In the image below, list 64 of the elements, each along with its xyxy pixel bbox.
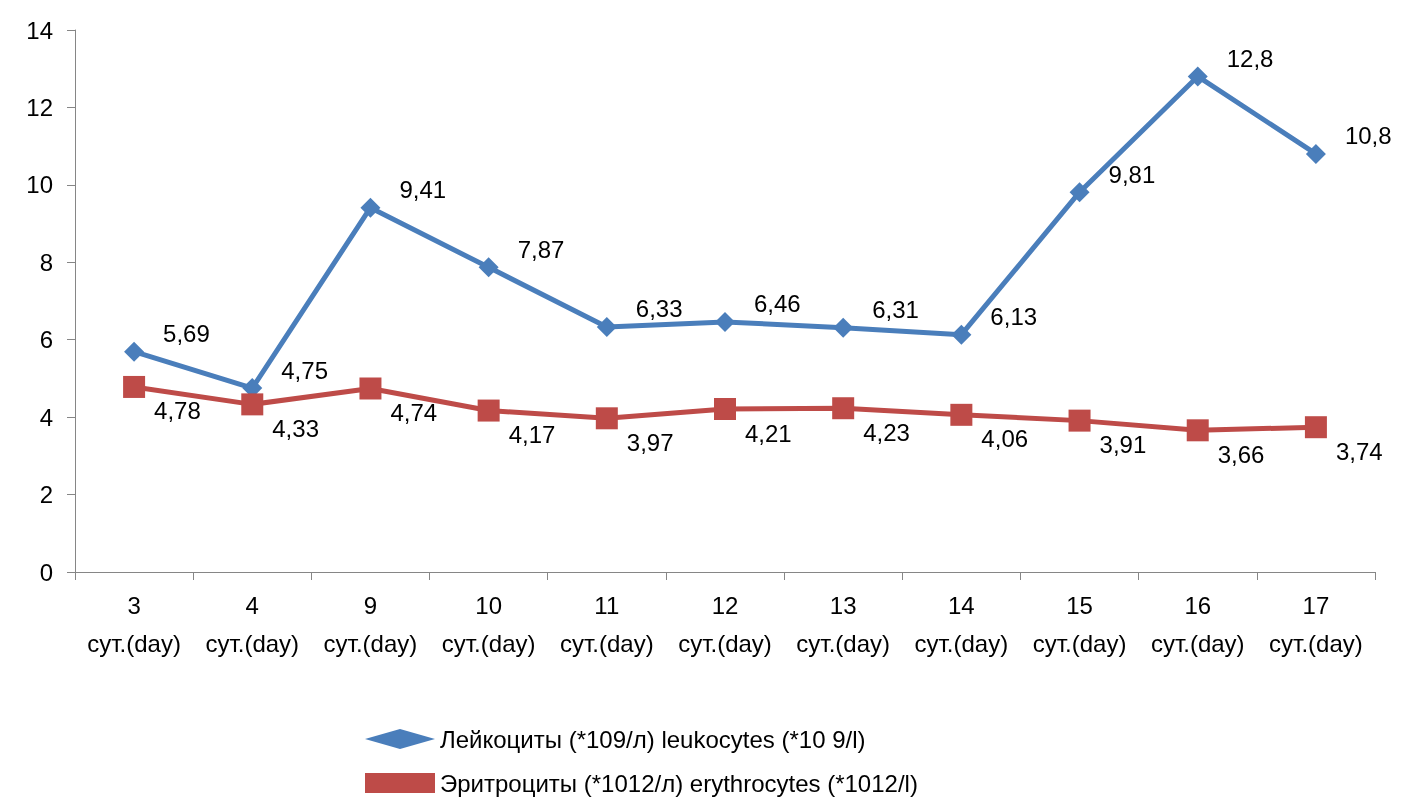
point [123,375,146,398]
data-label: 4,74 [390,398,438,426]
point [715,311,735,332]
x-tick-label: 15 сут.(day) [1032,591,1127,657]
legend-label: Эритроциты (*1012/л) erythrocytes (*1012/l) [440,769,918,797]
point [1068,409,1091,432]
x-tick-label: 16 сут.(day) [1150,591,1245,657]
data-label: 6,46 [754,290,801,318]
data-label: 6,31 [872,296,919,324]
data-label: 10,8 [1344,122,1392,150]
x-tick-label: 17 сут.(day) [1269,591,1363,657]
y-tick-label: 4 [39,403,53,431]
legend-label: Лейкоциты (*109/л) leukocytes (*10 9/l) [440,725,866,753]
point [241,393,264,416]
data-label: 4,33 [272,414,319,442]
x-tick-label: 4 сут.(day) [205,591,300,657]
data-label: 4,75 [281,356,328,384]
y-tick-label: 6 [39,326,53,354]
data-label: 6,13 [990,303,1038,331]
x-tick-label: 3 сут.(day) [87,591,181,657]
data-label: 6,33 [635,295,683,323]
point [1069,182,1090,203]
point [832,397,855,420]
data-label: 5,69 [163,320,210,348]
data-label: 3,91 [1099,431,1147,459]
data-label: 7,87 [517,235,565,263]
data-label: 3,74 [1335,437,1383,465]
y-tick-label: 8 [39,248,53,276]
data-label: 4,06 [981,425,1029,453]
point [595,407,618,430]
x-tick-label: 13 сут.(day) [796,591,891,657]
y-tick-label: 14 [26,16,53,44]
x-tick-label: 10 сут.(day) [441,591,536,657]
point [1186,419,1209,442]
x-tick-label: 14 сут.(day) [914,591,1009,657]
y-tick-label: 10 [26,171,53,199]
point [596,316,617,337]
point [833,317,854,338]
x-tick-label: 12 сут.(day) [678,591,772,657]
point [714,398,736,421]
data-label: 9,81 [1108,160,1156,188]
point [950,403,973,426]
data-label: 4,78 [154,397,201,425]
y-tick-label: 12 [26,93,53,121]
point [1304,416,1327,439]
point [1187,66,1208,87]
data-label: 4,23 [863,418,910,446]
data-label: 3,66 [1217,440,1265,468]
point [478,257,499,278]
data-label: 4,21 [745,419,792,447]
x-tick-label: 9 сут.(day) [323,591,418,657]
data-label: 9,41 [399,176,447,204]
point [360,197,381,218]
point [951,324,972,345]
point [359,377,382,400]
data-label: 4,17 [508,421,556,449]
point [124,341,145,362]
data-label: 3,97 [626,428,674,456]
y-tick-label: 2 [39,481,53,509]
x-tick-label: 11 сут.(day) [559,591,654,657]
point [477,399,500,422]
data-label: 12,8 [1226,44,1274,72]
point [1305,143,1326,164]
y-tick-label: 0 [39,558,53,586]
